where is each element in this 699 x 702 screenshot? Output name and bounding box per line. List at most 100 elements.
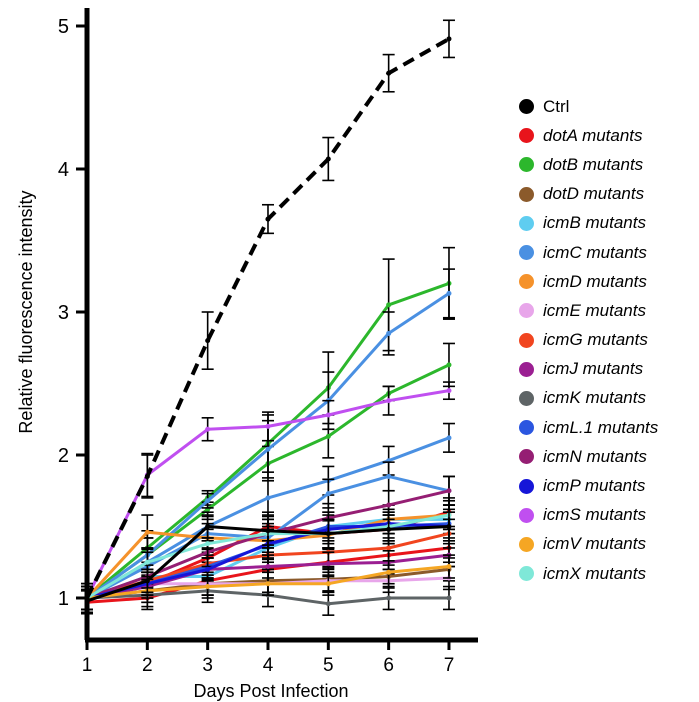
legend-label: icmV mutants [543,534,646,554]
data-point [386,70,392,76]
data-point [144,559,150,565]
legend-item: icmN mutants [519,442,658,471]
data-point [386,330,392,336]
legend-item: icmX mutants [519,559,658,588]
data-point [325,156,331,162]
data-point [386,473,392,479]
x-axis-label: Days Post Infection [193,681,348,701]
series-1 [81,511,455,614]
legend-item: icmE mutants [519,296,658,325]
legend-label: icmS mutants [543,505,646,525]
legend-marker-icon [519,536,534,552]
data-point [386,502,392,508]
y-tick-label: 5 [58,16,69,38]
data-point [446,362,452,368]
data-point [325,561,331,567]
legend-marker-icon [519,507,534,523]
data-point [325,601,331,607]
x-tick-label: 2 [142,655,153,676]
data-point [205,426,211,432]
legend-marker-icon [519,332,534,348]
data-point [386,569,392,575]
legend-label: icmE mutants [543,300,646,320]
data-point [265,581,271,587]
legend-label: Ctrl [543,96,570,116]
data-point [205,541,211,547]
data-point [205,498,211,504]
data-point [446,290,452,296]
legend-label: dotB mutants [543,154,644,174]
legend-item: icmK mutants [519,384,658,413]
legend-marker-icon [519,478,534,494]
data-point [446,595,452,601]
y-tick-label: 4 [58,159,69,181]
data-point [386,398,392,404]
legend-label: icmN mutants [543,446,647,466]
data-point [205,338,211,344]
data-point [205,566,211,572]
legend-item: icmV mutants [519,530,658,559]
data-point [386,302,392,308]
data-point [325,412,331,418]
data-point [386,545,392,551]
series-0 [81,19,455,614]
legend-marker-icon [519,361,534,377]
legend-marker-icon [519,157,534,173]
data-point [144,578,150,584]
legend-item: dotA mutants [519,121,658,150]
legend-item: Ctrl [519,92,658,121]
x-tick-label: 3 [202,655,213,676]
legend-label: icmL.1 mutants [543,417,659,437]
legend-label: icmG mutants [543,330,648,350]
legend-item: icmP mutants [519,471,658,500]
legend-label: icmK mutants [543,388,646,408]
legend-label: icmD mutants [543,271,647,291]
legend-label: icmJ mutants [543,359,644,379]
legend-marker-icon [519,245,534,261]
data-point [325,531,331,537]
x-tick-label: 1 [82,655,93,676]
legend-marker-icon [519,566,534,582]
data-point [446,388,452,394]
legend-label: icmX mutants [543,563,646,583]
data-point [205,524,211,529]
legend-item: icmD mutants [519,267,658,296]
legend-label: icmC mutants [543,242,647,262]
legend-item: dotB mutants [519,150,658,179]
data-point [144,473,150,479]
legend-marker-icon [519,420,534,436]
y-tick-label: 3 [58,302,69,324]
legend-item: icmB mutants [519,209,658,238]
data-point [265,564,271,570]
data-point [446,564,452,570]
data-point [265,528,271,534]
data-point [265,495,271,501]
legend-item: icmC mutants [519,238,658,267]
data-point [265,216,271,222]
chart-legend: Ctrl dotA mutants dotB mutants dotD mutants… [519,92,658,588]
data-point [446,36,452,42]
x-tick-label: 7 [444,655,455,676]
data-point [325,491,331,497]
legend-item: icmL.1 mutants [519,413,658,442]
legend-marker-icon [519,186,534,202]
legend-marker-icon [519,274,534,290]
data-point [446,524,452,529]
data-point [446,488,452,494]
legend-item: icmJ mutants [519,355,658,384]
legend-label: icmB mutants [543,213,646,233]
x-tick-label: 4 [263,655,274,676]
data-point [205,584,211,590]
data-point [325,581,331,587]
ticks-layer: 1 2 3 4 5 6 7 1 2 3 4 5 [58,16,454,676]
data-point [386,526,392,532]
legend-marker-icon [519,449,534,465]
legend-item: icmS mutants [519,501,658,530]
y-axis-label: Relative fluorescence intensity [16,190,36,433]
legend-marker-icon [519,303,534,319]
data-point [325,433,331,439]
legend-marker-icon [519,128,534,144]
x-tick-label: 6 [383,655,394,676]
legend-marker-icon [519,390,534,406]
